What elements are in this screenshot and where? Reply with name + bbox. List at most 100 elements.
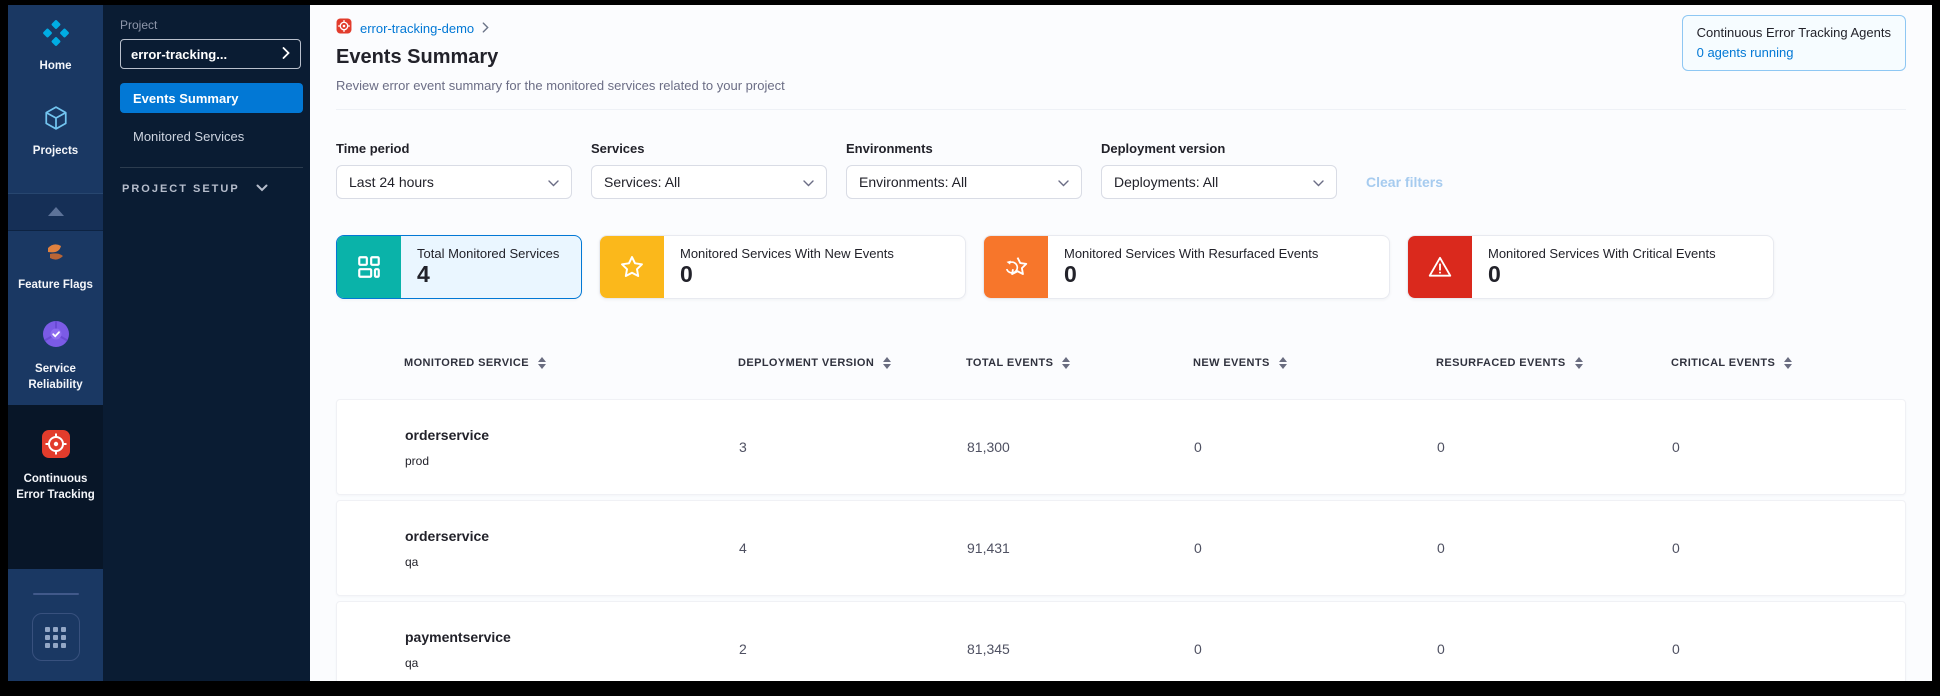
nav-scroll-up[interactable] <box>8 192 103 231</box>
warning-triangle-icon <box>1408 236 1472 298</box>
sidebar-divider <box>120 167 303 168</box>
clear-filters-link[interactable]: Clear filters <box>1366 174 1444 190</box>
card-label: Monitored Services With Critical Events <box>1488 246 1716 261</box>
nav-item-service-reliability[interactable]: Service Reliability <box>8 303 103 405</box>
column-header-label: NEW EVENTS <box>1193 357 1270 369</box>
critical-events-cell: 0 <box>1672 540 1680 556</box>
sidebar-item-label: Events Summary <box>133 90 239 106</box>
deployment-version-cell: 3 <box>739 439 747 455</box>
nav-item-feature-flags[interactable]: Feature Flags <box>8 231 103 304</box>
chevron-down-icon <box>1058 174 1069 190</box>
project-setup-toggle[interactable]: PROJECT SETUP <box>120 183 302 195</box>
breadcrumb: error-tracking-demo <box>336 18 1906 39</box>
nav-item-projects[interactable]: Projects <box>8 85 103 176</box>
column-header[interactable]: MONITORED SERVICE <box>404 357 738 369</box>
chevron-down-icon <box>548 174 559 190</box>
sort-icon <box>1278 357 1287 369</box>
chevron-right-icon <box>482 20 489 38</box>
service-reliability-icon <box>41 319 71 354</box>
agents-running-link[interactable]: 0 agents running <box>1696 45 1794 60</box>
project-setup-label: PROJECT SETUP <box>122 183 240 195</box>
card-body: Total Monitored Services 4 <box>401 236 577 298</box>
table-body: orderservice prod 3 81,300 0 0 0 orderse… <box>336 399 1906 681</box>
card-new-events[interactable]: Monitored Services With New Events 0 <box>599 235 966 299</box>
new-events-cell: 0 <box>1194 641 1202 657</box>
environments-select[interactable]: Environments: All <box>846 165 1082 199</box>
agents-box-title: Continuous Error Tracking Agents <box>1696 25 1891 40</box>
card-value: 0 <box>1064 261 1077 287</box>
page-title: Events Summary <box>336 46 499 68</box>
column-header[interactable]: RESURFACED EVENTS <box>1436 357 1671 369</box>
grid-icon <box>45 626 66 648</box>
deployment-version-cell: 2 <box>739 641 747 657</box>
project-sidebar: Project error-tracking... Events Summary… <box>103 5 310 681</box>
table-row[interactable]: orderservice prod 3 81,300 0 0 0 <box>336 399 1906 495</box>
total-events-cell: 91,431 <box>967 540 1010 556</box>
column-header[interactable]: NEW EVENTS <box>1193 357 1436 369</box>
card-resurfaced-events[interactable]: Monitored Services With Resurfaced Event… <box>983 235 1390 299</box>
project-label: Project <box>120 18 158 32</box>
filter-label: Deployment version <box>1101 141 1226 156</box>
card-critical-events[interactable]: Monitored Services With Critical Events … <box>1407 235 1774 299</box>
resurfaced-events-cell: 0 <box>1437 540 1445 556</box>
monitored-service-cell: orderservice qa <box>405 528 739 569</box>
time-period-select[interactable]: Last 24 hours <box>336 165 572 199</box>
filter-environments: Environments Environments: All <box>846 141 1082 199</box>
cube-icon <box>43 105 69 136</box>
card-value: 4 <box>417 261 430 287</box>
nav-item-continuous-error-tracking[interactable]: Continuous Error Tracking <box>8 405 103 569</box>
sidebar-item-monitored-services[interactable]: Monitored Services <box>120 121 303 151</box>
new-events-cell: 0 <box>1194 540 1202 556</box>
select-value: Services: All <box>604 174 681 190</box>
star-resurfaced-icon <box>984 236 1048 298</box>
app-frame: Home Projects Feature Flags <box>8 5 1932 681</box>
main-content: error-tracking-demo Events Summary Revie… <box>310 5 1932 681</box>
feature-flags-icon <box>42 239 70 270</box>
column-header[interactable]: DEPLOYMENT VERSION <box>738 357 966 369</box>
service-name: orderservice <box>405 527 490 544</box>
breadcrumb-project-link[interactable]: error-tracking-demo <box>360 21 475 36</box>
sidebar-menu: Events Summary Monitored Services <box>120 83 303 151</box>
nav-item-home[interactable]: Home <box>8 5 103 85</box>
sort-icon <box>537 357 546 369</box>
error-tracking-target-icon <box>336 18 352 39</box>
services-grid-icon <box>337 236 401 298</box>
module-switcher-button[interactable] <box>31 613 80 661</box>
page-header: error-tracking-demo Events Summary Revie… <box>336 5 1906 110</box>
card-value: 0 <box>680 261 693 287</box>
sort-icon <box>1784 357 1793 369</box>
filter-label: Time period <box>336 141 410 156</box>
card-total-monitored-services[interactable]: Total Monitored Services 4 <box>336 235 582 299</box>
nav-label: Home <box>39 60 72 72</box>
chevron-down-icon <box>803 174 814 190</box>
project-selector[interactable]: error-tracking... <box>120 39 301 69</box>
filter-label: Services <box>591 141 645 156</box>
chevron-down-icon <box>256 183 268 195</box>
column-header-label: TOTAL EVENTS <box>966 357 1054 369</box>
filter-deployment-version: Deployment version Deployments: All <box>1101 141 1337 199</box>
module-nav: Home Projects Feature Flags <box>8 5 103 681</box>
table-row[interactable]: orderservice qa 4 91,431 0 0 0 <box>336 500 1906 596</box>
card-value: 0 <box>1488 261 1501 287</box>
sort-icon <box>883 357 892 369</box>
table-row[interactable]: paymentservice qa 2 81,345 0 0 0 <box>336 601 1906 681</box>
chevron-up-icon <box>47 207 64 217</box>
sidebar-item-label: Monitored Services <box>133 128 245 144</box>
column-header-label: CRITICAL EVENTS <box>1671 357 1776 369</box>
sidebar-item-events-summary[interactable]: Events Summary <box>120 83 303 113</box>
card-body: Monitored Services With New Events 0 <box>664 236 912 298</box>
error-tracking-target-icon <box>41 429 71 464</box>
filter-time-period: Time period Last 24 hours <box>336 141 572 199</box>
page-subtitle: Review error event summary for the monit… <box>336 78 785 93</box>
nav-label: Feature Flags <box>18 278 93 291</box>
column-header[interactable]: CRITICAL EVENTS <box>1671 357 1906 369</box>
card-body: Monitored Services With Resurfaced Event… <box>1048 236 1336 298</box>
column-header-label: MONITORED SERVICE <box>404 357 529 369</box>
resurfaced-events-cell: 0 <box>1437 439 1445 455</box>
services-select[interactable]: Services: All <box>591 165 827 199</box>
column-header[interactable]: TOTAL EVENTS <box>966 357 1193 369</box>
events-table: MONITORED SERVICE DEPLOYMENT VERSION TOT… <box>336 345 1906 681</box>
deployments-select[interactable]: Deployments: All <box>1101 165 1337 199</box>
select-value: Last 24 hours <box>349 174 434 190</box>
select-value: Environments: All <box>859 174 968 190</box>
